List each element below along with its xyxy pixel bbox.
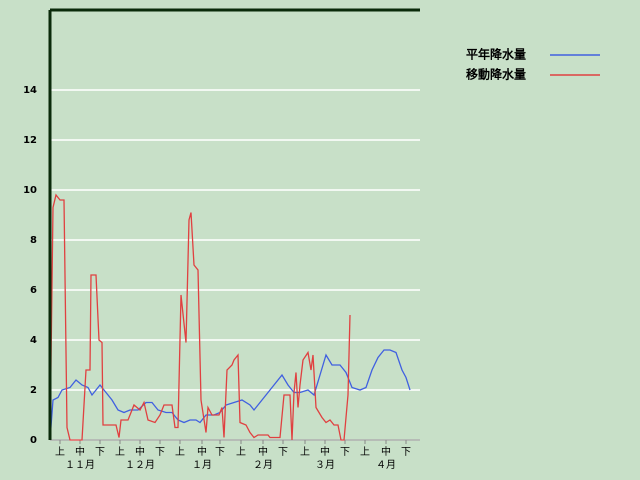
legend-label: 平年降水量	[466, 47, 526, 62]
x-tick-label: 上	[115, 446, 125, 458]
x-tick-label: 上	[300, 446, 310, 458]
x-tick-label: 下	[401, 447, 411, 458]
x-tick-label: 上	[236, 446, 246, 458]
y-tick-label: 0	[30, 435, 37, 446]
x-tick-label: 下	[340, 447, 350, 458]
x-tick-label: 下	[278, 447, 288, 458]
x-tick-label: 上	[175, 446, 185, 458]
y-tick-label: 10	[23, 185, 37, 196]
legend-label: 移動降水量	[466, 67, 526, 82]
month-label: １２月	[125, 459, 155, 471]
month-label: １１月	[65, 459, 95, 471]
x-tick-label: 中	[135, 445, 145, 458]
x-tick-label: 下	[95, 447, 105, 458]
month-label: ４月	[376, 459, 396, 471]
month-label: １月	[192, 459, 212, 471]
y-tick-label: 14	[23, 85, 37, 96]
x-tick-label: 下	[155, 447, 165, 458]
y-tick-label: 6	[30, 285, 37, 296]
y-tick-label: 2	[30, 385, 37, 396]
x-tick-label: 上	[360, 446, 370, 458]
series-line	[49, 193, 351, 441]
x-tick-label: 中	[320, 445, 330, 458]
x-tick-label: 中	[75, 445, 85, 458]
x-tick-label: 上	[55, 446, 65, 458]
x-tick-label: 中	[381, 445, 391, 458]
y-tick-label: 4	[30, 335, 37, 346]
month-label: ２月	[253, 459, 273, 471]
y-tick-label: 8	[30, 235, 37, 246]
x-tick-label: 中	[197, 445, 207, 458]
y-tick-label: 12	[23, 135, 37, 146]
x-tick-label: 中	[258, 445, 268, 458]
month-label: ３月	[315, 459, 335, 471]
x-tick-label: 下	[215, 447, 225, 458]
